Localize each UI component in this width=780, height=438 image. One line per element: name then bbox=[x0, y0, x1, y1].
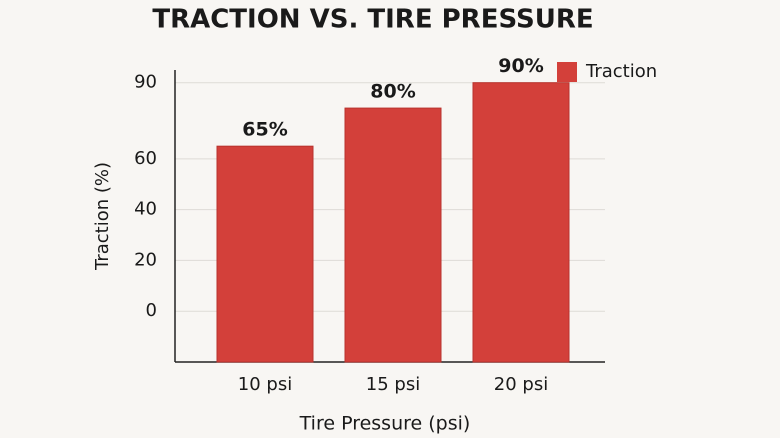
x-tick-label: 10 psi bbox=[238, 374, 292, 395]
y-axis-title: Traction (%) bbox=[92, 162, 113, 271]
x-tick-label: 20 psi bbox=[494, 374, 548, 395]
data-label: 65% bbox=[242, 119, 287, 141]
y-tick-label: 0 bbox=[146, 300, 157, 321]
y-tick-label: 90 bbox=[134, 72, 157, 93]
legend-label: Traction bbox=[585, 61, 657, 82]
x-axis-title: Tire Pressure (psi) bbox=[299, 413, 471, 435]
bar bbox=[344, 107, 442, 363]
data-label: 90% bbox=[498, 55, 543, 77]
y-tick-label: 20 bbox=[134, 249, 157, 270]
data-label: 80% bbox=[370, 81, 415, 103]
y-tick-label: 60 bbox=[134, 148, 157, 169]
bar bbox=[472, 82, 570, 363]
x-tick-label: 15 psi bbox=[366, 374, 420, 395]
bar bbox=[216, 145, 314, 363]
y-tick-label: 40 bbox=[134, 199, 157, 220]
chart-title: TRACTION VS. TIRE PRESSURE bbox=[152, 5, 593, 35]
legend-swatch bbox=[557, 62, 577, 82]
